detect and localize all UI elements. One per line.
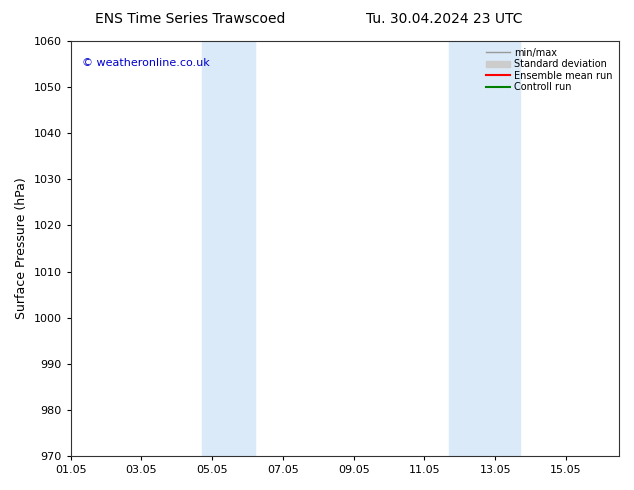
Bar <box>202 41 255 456</box>
Text: Tu. 30.04.2024 23 UTC: Tu. 30.04.2024 23 UTC <box>366 12 522 26</box>
Y-axis label: Surface Pressure (hPa): Surface Pressure (hPa) <box>15 178 28 319</box>
Text: © weatheronline.co.uk: © weatheronline.co.uk <box>82 58 209 68</box>
Bar <box>450 41 520 456</box>
Legend: min/max, Standard deviation, Ensemble mean run, Controll run: min/max, Standard deviation, Ensemble me… <box>484 46 614 94</box>
Text: ENS Time Series Trawscoed: ENS Time Series Trawscoed <box>95 12 285 26</box>
